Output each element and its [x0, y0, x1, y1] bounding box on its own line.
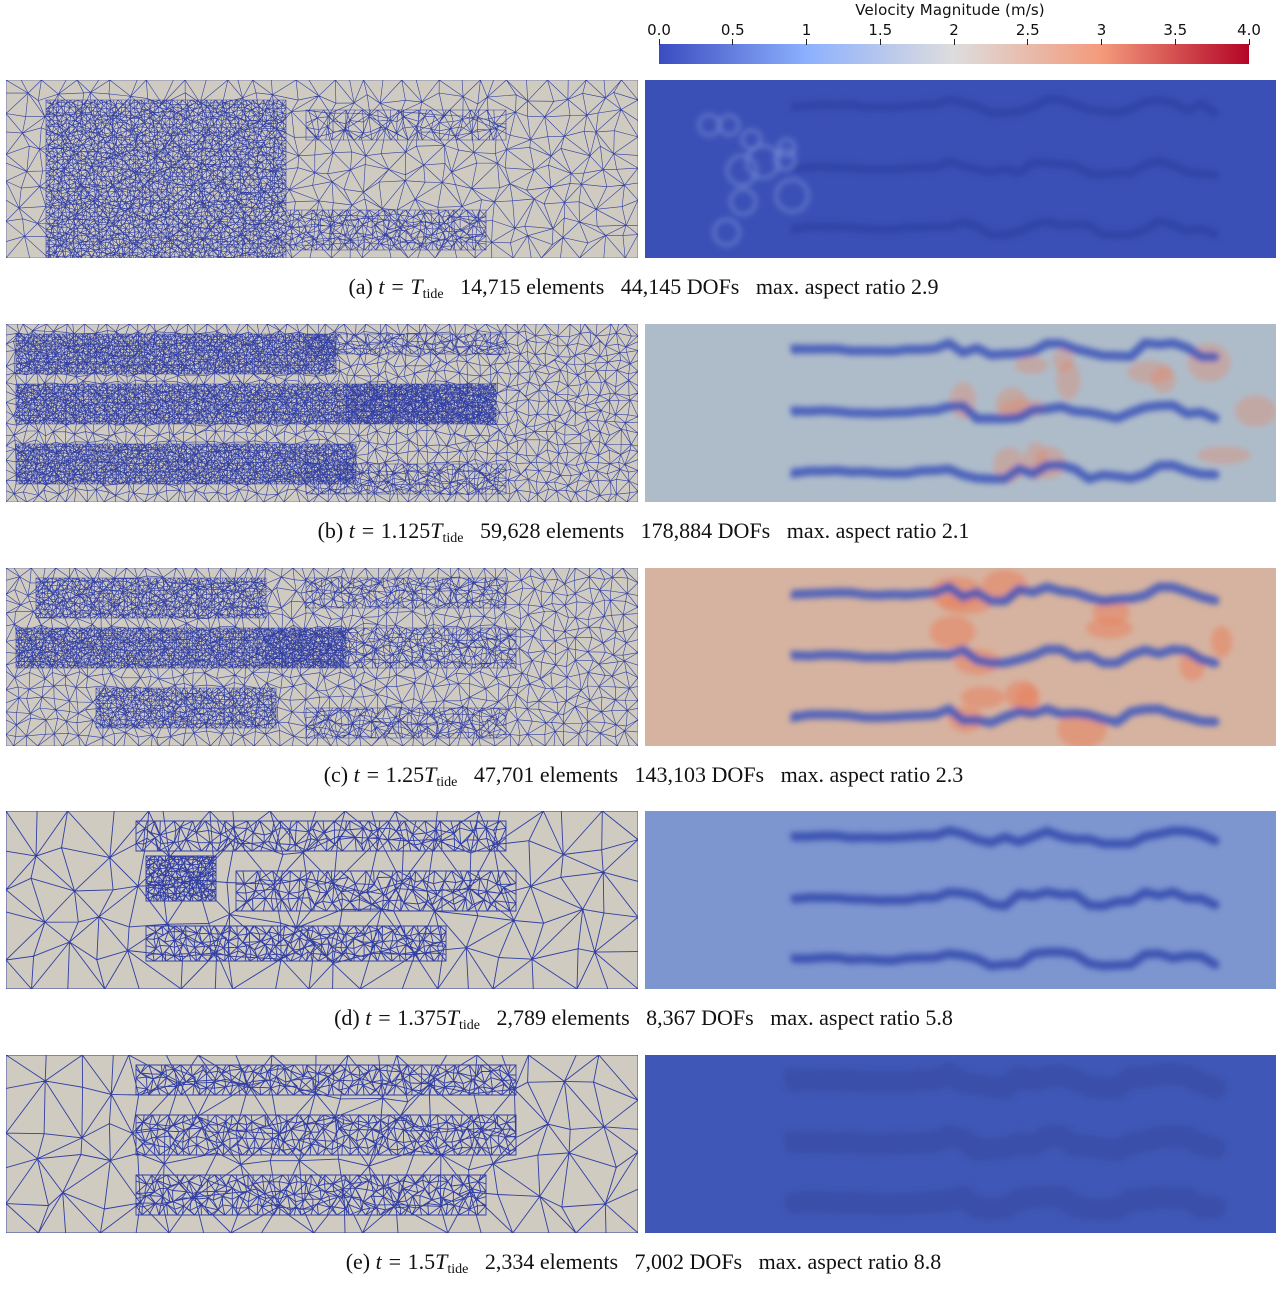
- caption-label: (e): [345, 1249, 371, 1274]
- colorbar-tick-label: 3.5: [1163, 21, 1188, 39]
- caption-aspect-ratio: max. aspect ratio 8.8: [758, 1249, 942, 1274]
- colorbar-legend: Velocity Magnitude (m/s) 0.0 0.5 1 1.5 2 2.5 3…: [640, 0, 1261, 72]
- colorbar-tick-mark: [658, 39, 660, 45]
- caption-time-prefix: t =: [375, 1249, 408, 1274]
- panel-caption: (d) t = 1.375Ttide 2,789 elements 8,367 …: [0, 1005, 1287, 1034]
- velocity-magnitude-field: [645, 811, 1276, 989]
- panel-caption: (b) t = 1.125Ttide 59,628 elements 178,8…: [0, 518, 1287, 547]
- caption-dofs: 178,884 DOFs: [640, 518, 771, 543]
- caption-time-symbol: T: [446, 1005, 459, 1030]
- caption-aspect-ratio: max. aspect ratio 5.8: [770, 1005, 953, 1030]
- mesh-plot: [6, 324, 638, 502]
- caption-time-factor: 1.375: [397, 1005, 447, 1030]
- caption-time-prefix: t =: [353, 762, 386, 787]
- colorbar-tick-label: 0.0: [647, 21, 671, 39]
- velocity-field-plot: [645, 568, 1276, 746]
- caption-label: (b): [317, 518, 344, 543]
- caption-time-subscript: tide: [422, 287, 444, 302]
- caption-elements: 14,715 elements: [460, 274, 605, 299]
- colorbar-tick-mark: [806, 39, 807, 45]
- caption-time-factor: 1.125: [380, 518, 431, 543]
- colorbar-tick-mark: [1174, 39, 1176, 45]
- mesh-plot: [6, 568, 638, 746]
- colorbar-tick-mark: [879, 39, 881, 45]
- colorbar-title: Velocity Magnitude (m/s): [855, 1, 1045, 19]
- colorbar-tick-mark: [732, 39, 734, 45]
- caption-elements: 59,628 elements: [479, 518, 625, 543]
- figure-row-d: (d) t = 1.375Ttide 2,789 elements 8,367 …: [0, 811, 1287, 1046]
- colorbar-gradient: [659, 44, 1249, 64]
- caption-time-symbol: T: [435, 1249, 448, 1274]
- mesh-triangulation: [6, 1055, 638, 1233]
- velocity-magnitude-field: [645, 1055, 1276, 1233]
- caption-time-subscript: tide: [458, 1018, 480, 1033]
- colorbar-tick-label: 0.5: [720, 21, 745, 39]
- caption-time-subscript: tide: [436, 775, 458, 790]
- colorbar-tick-label: 1.5: [868, 21, 893, 39]
- caption-elements: 2,789 elements: [496, 1005, 630, 1030]
- caption-elements: 47,701 elements: [473, 762, 619, 787]
- caption-time-symbol: T: [410, 274, 423, 299]
- figure-row-c: (c) t = 1.25Ttide 47,701 elements 143,10…: [0, 568, 1287, 803]
- caption-label: (d): [334, 1005, 360, 1030]
- panel-caption: (a) t = Ttide 14,715 elements 44,145 DOF…: [0, 274, 1287, 303]
- colorbar-tick-mark: [953, 39, 955, 45]
- mesh-triangulation: [6, 811, 638, 989]
- caption-dofs: 7,002 DOFs: [634, 1249, 743, 1274]
- velocity-magnitude-field: [645, 568, 1276, 746]
- caption-time-symbol: T: [424, 762, 437, 787]
- velocity-magnitude-field: [645, 324, 1276, 502]
- colorbar-tick-label: 2.5: [1015, 21, 1040, 39]
- velocity-field-plot: [645, 80, 1276, 258]
- caption-elements: 2,334 elements: [484, 1249, 619, 1274]
- velocity-field-plot: [645, 1055, 1276, 1233]
- caption-time-symbol: T: [430, 518, 443, 543]
- caption-aspect-ratio: max. aspect ratio 2.1: [786, 518, 970, 543]
- colorbar-tick-mark: [1027, 39, 1029, 45]
- caption-aspect-ratio: max. aspect ratio 2.9: [755, 274, 939, 299]
- velocity-magnitude-field: [645, 80, 1276, 258]
- colorbar-tick-label: 3: [1096, 21, 1107, 39]
- mesh-triangulation: [6, 80, 638, 258]
- mesh-plot: [6, 80, 638, 258]
- caption-time-subscript: tide: [447, 1262, 469, 1277]
- colorbar-tick-label: 4.0: [1237, 21, 1261, 39]
- caption-dofs: 44,145 DOFs: [620, 274, 740, 299]
- caption-time-prefix: t =: [348, 518, 381, 543]
- caption-time-subscript: tide: [442, 531, 464, 546]
- colorbar-tick-label: 1: [801, 21, 812, 39]
- panel-caption: (c) t = 1.25Ttide 47,701 elements 143,10…: [0, 762, 1287, 791]
- figure-row-b: (b) t = 1.125Ttide 59,628 elements 178,8…: [0, 324, 1287, 559]
- caption-aspect-ratio: max. aspect ratio 2.3: [780, 762, 964, 787]
- caption-dofs: 143,103 DOFs: [634, 762, 765, 787]
- caption-time-factor: 1.25: [385, 762, 425, 787]
- figure-row-a: (a) t = Ttide 14,715 elements 44,145 DOF…: [0, 80, 1287, 315]
- mesh-triangulation: [6, 324, 638, 502]
- colorbar-tick-label: 2: [949, 21, 959, 39]
- caption-time-prefix: t =: [365, 1005, 398, 1030]
- caption-label: (a): [348, 274, 373, 299]
- caption-time-factor: 1.5: [407, 1249, 436, 1274]
- mesh-plot: [6, 1055, 638, 1233]
- velocity-field-plot: [645, 811, 1276, 989]
- colorbar-tick-mark: [1101, 39, 1102, 45]
- mesh-triangulation: [6, 568, 638, 746]
- caption-time-prefix: t =: [378, 274, 411, 299]
- caption-label: (c): [323, 762, 349, 787]
- velocity-field-plot: [645, 324, 1276, 502]
- panel-caption: (e) t = 1.5Ttide 2,334 elements 7,002 DO…: [0, 1249, 1287, 1278]
- colorbar-tick-mark: [1248, 39, 1250, 45]
- caption-dofs: 8,367 DOFs: [646, 1005, 754, 1030]
- figure-row-e: (e) t = 1.5Ttide 2,334 elements 7,002 DO…: [0, 1055, 1287, 1290]
- mesh-plot: [6, 811, 638, 989]
